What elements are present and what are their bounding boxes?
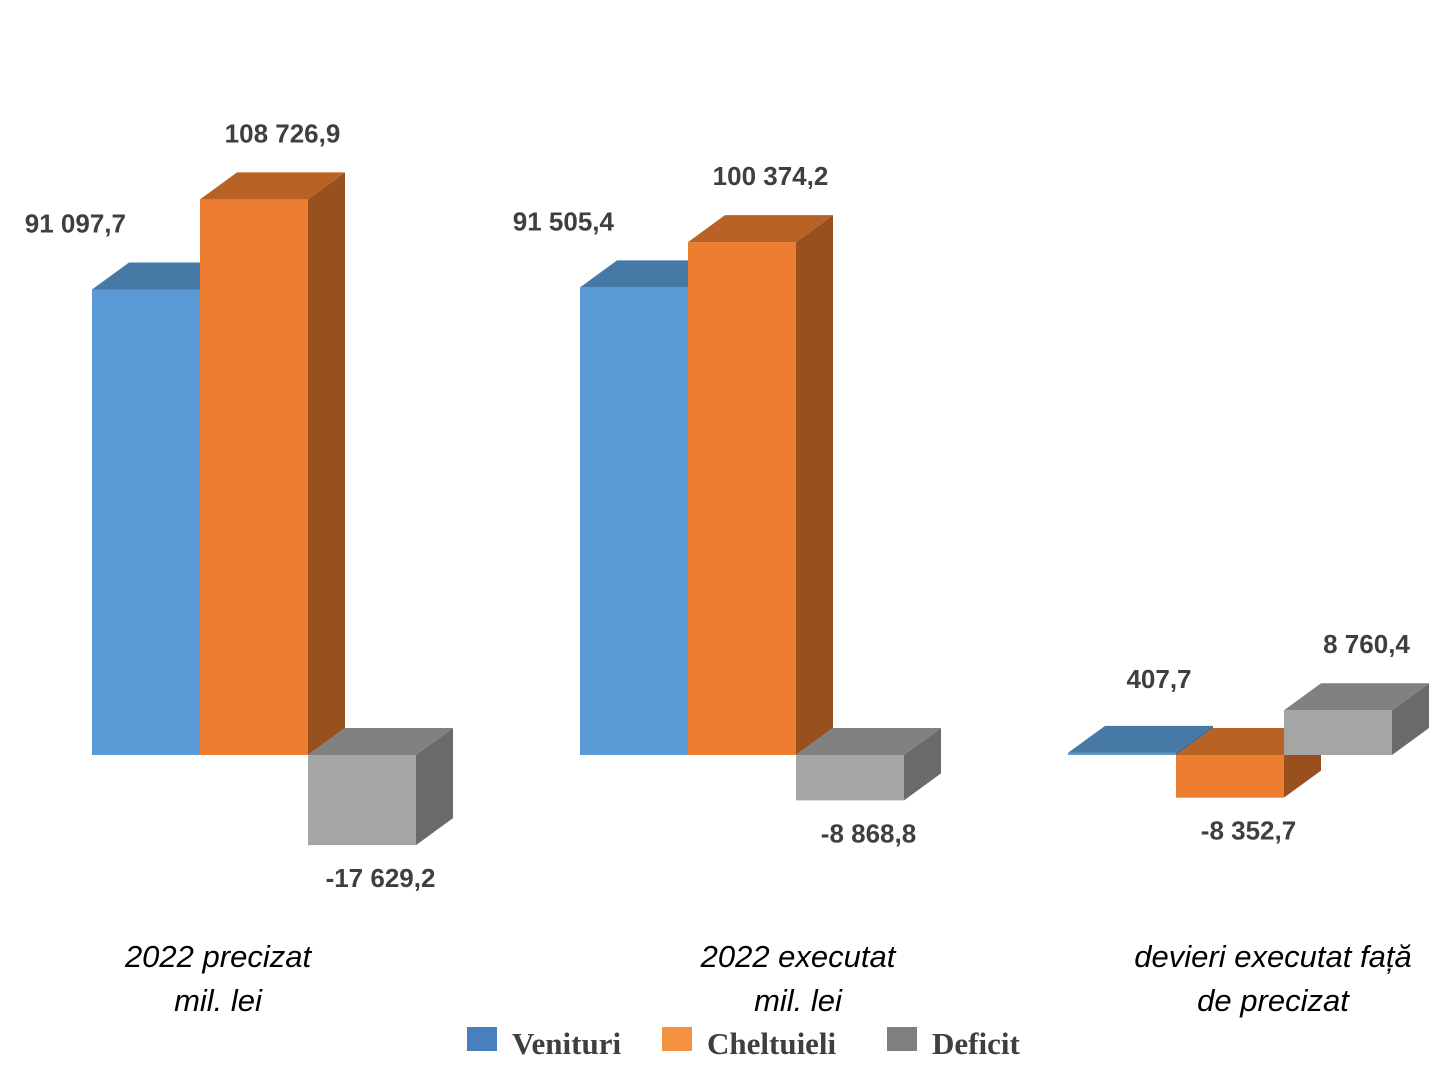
bar-side-face bbox=[308, 172, 345, 756]
bar-deficit-1 bbox=[308, 728, 453, 846]
bar-deficit-3 bbox=[1284, 683, 1429, 755]
bar-side-face bbox=[904, 728, 941, 801]
category-labels-layer: 2022 precizat mil. lei 2022 executat mil. l… bbox=[124, 939, 1412, 1018]
bar-side-face bbox=[796, 215, 833, 756]
bar-venituri-3 bbox=[1068, 725, 1213, 755]
bar-deficit-2 bbox=[796, 728, 941, 801]
bar-front-face bbox=[1284, 710, 1392, 755]
bar-cheltuieli-1 bbox=[200, 172, 345, 756]
category-label-3-line-2: de precizat bbox=[1197, 983, 1350, 1018]
bar-top-face bbox=[1284, 683, 1429, 711]
data-label-deficit-2: -8 868,8 bbox=[821, 818, 916, 848]
category-label-3-line-1: devieri executat față bbox=[1134, 939, 1411, 974]
bar-front-face bbox=[92, 289, 200, 755]
bar-side-face bbox=[416, 728, 453, 846]
bar-front-face bbox=[308, 755, 416, 846]
legend-label-deficit: Deficit bbox=[932, 1026, 1020, 1061]
bar-top-face bbox=[688, 215, 833, 243]
bar-top-face bbox=[200, 172, 345, 200]
data-labels-layer: 91 097,7 108 726,9 -17 629,2 91 505,4 100 37… bbox=[25, 118, 1411, 893]
bars-layer bbox=[92, 172, 1429, 846]
data-label-deficit-3: 8 760,4 bbox=[1323, 629, 1410, 659]
legend-label-venituri: Venituri bbox=[512, 1026, 621, 1061]
bar-top-face bbox=[308, 728, 453, 755]
bar-cheltuieli-2 bbox=[688, 215, 833, 756]
bar-front-face bbox=[200, 199, 308, 756]
legend-label-cheltuieli: Cheltuieli bbox=[707, 1026, 837, 1061]
data-label-venituri-3: 407,7 bbox=[1126, 664, 1191, 694]
data-label-venituri-1: 91 097,7 bbox=[25, 208, 126, 238]
bar-front-face bbox=[580, 287, 688, 755]
bar-side-face bbox=[1176, 725, 1213, 755]
category-label-1-line-2: mil. lei bbox=[174, 983, 263, 1018]
bar-front-face bbox=[1068, 752, 1176, 755]
bar-front-face bbox=[1176, 755, 1284, 798]
bar-side-face bbox=[1392, 683, 1429, 755]
legend: Venituri Cheltuieli Deficit bbox=[467, 1026, 1020, 1061]
data-label-cheltuieli-2: 100 374,2 bbox=[713, 161, 829, 191]
category-label-1-line-1: 2022 precizat bbox=[124, 939, 313, 974]
legend-swatch-deficit bbox=[887, 1027, 917, 1051]
data-label-deficit-1: -17 629,2 bbox=[326, 863, 436, 893]
bar-front-face bbox=[688, 242, 796, 756]
bar-top-face bbox=[1068, 725, 1213, 753]
data-label-cheltuieli-3: -8 352,7 bbox=[1201, 816, 1296, 846]
category-label-2-line-2: mil. lei bbox=[754, 983, 843, 1018]
data-label-venituri-2: 91 505,4 bbox=[513, 206, 615, 236]
category-label-2-line-1: 2022 executat bbox=[700, 939, 897, 974]
data-label-cheltuieli-1: 108 726,9 bbox=[225, 118, 341, 148]
legend-swatch-cheltuieli bbox=[662, 1027, 692, 1051]
bar-front-face bbox=[796, 755, 904, 801]
legend-swatch-venituri bbox=[467, 1027, 497, 1051]
bar-top-face bbox=[796, 728, 941, 755]
